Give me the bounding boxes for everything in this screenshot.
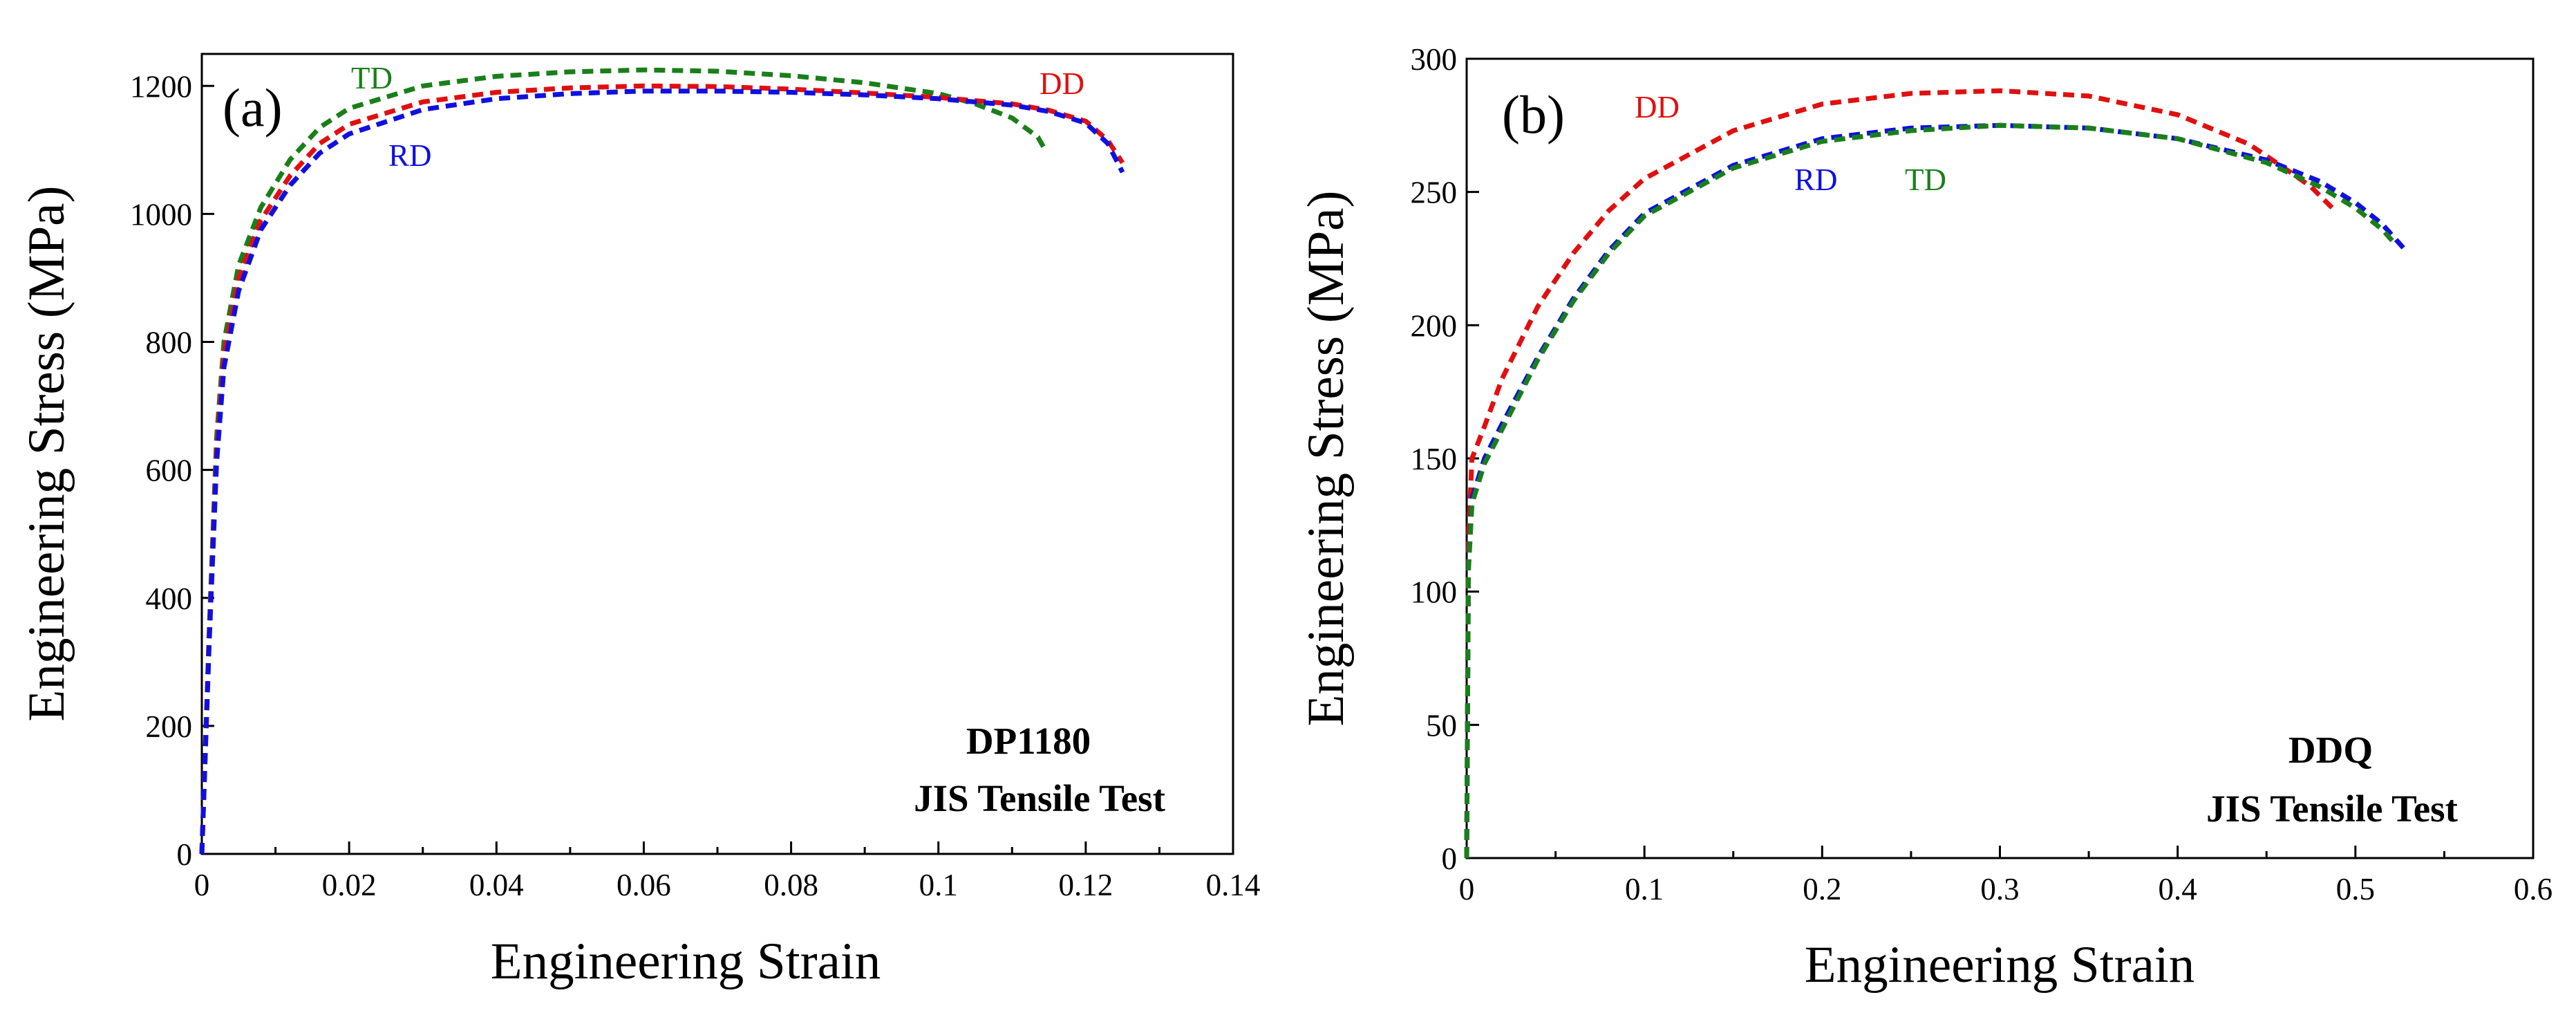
y-tick-label-b: 250 xyxy=(1411,176,1458,210)
series-lines-b xyxy=(1464,88,2405,859)
series-label-a-td: TD xyxy=(351,61,393,95)
annotation-material-b: DDQ xyxy=(2288,729,2373,771)
x-tick-label-b: 0 xyxy=(1459,872,1475,906)
x-tick-label-a: 0 xyxy=(194,868,210,902)
x-tick-label-b: 0.5 xyxy=(2336,872,2375,906)
x-ticks-b: 0 0.1 0.2 0.3 0.4 0.5 0.6 xyxy=(1459,846,2553,906)
y-tick-label-a: 1200 xyxy=(130,69,192,104)
x-tick-label-b: 0.2 xyxy=(1803,872,1841,906)
y-tick-label-b: 0 xyxy=(1442,841,1458,876)
series-line-a-td xyxy=(199,67,1048,855)
y-tick-label-b: 150 xyxy=(1411,442,1458,476)
annotation-test-a: JIS Tensile Test xyxy=(914,777,1165,819)
x-tick-label-a: 0.02 xyxy=(322,868,377,902)
series-line-b-td xyxy=(1464,122,2398,859)
y-tick-label-a: 800 xyxy=(146,326,193,360)
x-tick-label-b: 0.3 xyxy=(1980,872,2019,906)
series-line-b-dd xyxy=(1464,88,2334,859)
x-tick-label-b: 0.1 xyxy=(1625,872,1664,906)
y-tick-label-a: 200 xyxy=(146,709,193,744)
x-tick-label-b: 0.4 xyxy=(2159,872,2197,906)
series-lines-a xyxy=(199,67,1125,855)
x-tick-label-a: 0.14 xyxy=(1206,868,1261,902)
x-axis-title-b: Engineering Strain xyxy=(1805,936,2194,994)
y-axis-title-a: Engineering Stress (MPa) xyxy=(18,186,75,722)
panel-label-a: (a) xyxy=(223,77,283,138)
x-tick-label-a: 0.04 xyxy=(469,868,524,902)
series-label-b-rd: RD xyxy=(1794,162,1838,197)
x-tick-label-b: 0.6 xyxy=(2514,872,2553,906)
y-tick-label-a: 600 xyxy=(146,454,193,488)
plot-area-b xyxy=(1465,57,2535,859)
series-label-a-dd: DD xyxy=(1040,66,1084,101)
series-label-a-rd: RD xyxy=(388,138,432,173)
x-ticks-a: 0 0.02 0.04 0.06 0.08 0.1 0.12 0.14 xyxy=(194,841,1261,902)
annotation-test-b: JIS Tensile Test xyxy=(2206,788,2458,830)
x-axis-title-a: Engineering Strain xyxy=(491,933,881,990)
y-tick-label-b: 200 xyxy=(1411,308,1458,343)
y-tick-label-b: 300 xyxy=(1411,42,1458,77)
x-tick-label-a: 0.1 xyxy=(919,868,958,902)
y-ticks-b: 0 50 100 150 200 250 300 xyxy=(1411,42,1479,876)
y-tick-label-a: 400 xyxy=(146,581,193,616)
y-tick-label-b: 50 xyxy=(1426,708,1457,743)
x-tick-label-a: 0.06 xyxy=(617,868,671,902)
annotation-material-a: DP1180 xyxy=(966,720,1091,762)
x-tick-label-a: 0.12 xyxy=(1058,868,1113,902)
y-ticks-a: 0 200 400 600 800 1000 1200 xyxy=(130,69,214,872)
series-line-a-rd xyxy=(199,89,1125,855)
panel-label-b: (b) xyxy=(1502,84,1565,145)
x-tick-label-a: 0.08 xyxy=(764,868,818,902)
series-label-b-dd: DD xyxy=(1635,90,1680,124)
y-tick-label-b: 100 xyxy=(1411,575,1458,610)
y-tick-label-a: 1000 xyxy=(130,197,192,232)
series-line-b-rd xyxy=(1464,122,2405,859)
chart-b: 0 50 100 150 200 250 300 0 0.1 0.2 0.3 0.4 0.5 0.6 (… xyxy=(1297,42,2553,994)
y-axis-title-b: Engineering Stress (MPa) xyxy=(1297,191,1355,727)
y-tick-label-a: 0 xyxy=(177,837,193,872)
series-label-b-td: TD xyxy=(1905,162,1946,197)
